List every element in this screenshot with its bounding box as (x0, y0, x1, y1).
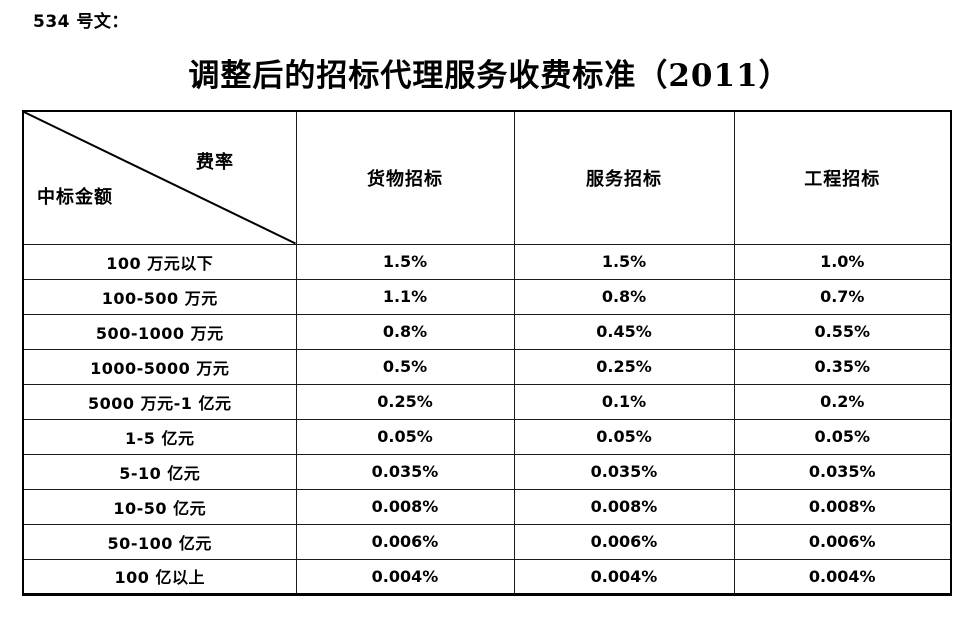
table-row: 1000-5000 万元 0.5% 0.25% 0.35% (22, 348, 952, 385)
rate-cell: 0.05% (295, 418, 515, 455)
amount-range-cell: 5-10 亿元 (22, 453, 297, 490)
rate-cell: 1.0% (733, 243, 952, 280)
rate-cell: 0.8% (513, 278, 735, 315)
rate-cell: 0.05% (733, 418, 952, 455)
rate-cell: 0.004% (513, 558, 735, 595)
rate-cell: 0.25% (295, 383, 515, 420)
rate-cell: 0.008% (733, 488, 952, 525)
amount-range-cell: 10-50 亿元 (22, 488, 297, 525)
rate-cell: 1.5% (295, 243, 515, 280)
table-row: 1-5 亿元 0.05% 0.05% 0.05% (22, 418, 952, 455)
rate-cell: 0.8% (295, 313, 515, 350)
rate-cell: 0.55% (733, 313, 952, 350)
amount-range-cell: 5000 万元-1 亿元 (22, 383, 297, 420)
amount-range-cell: 500-1000 万元 (22, 313, 297, 350)
table-row: 100-500 万元 1.1% 0.8% 0.7% (22, 278, 952, 315)
table-row: 50-100 亿元 0.006% 0.006% 0.006% (22, 523, 952, 560)
page-title: 调整后的招标代理服务收费标准（2011） (188, 58, 791, 94)
rate-cell: 0.5% (295, 348, 515, 385)
doc-ref-label: 534 号文： (33, 12, 129, 32)
corner-label-bid-amount: 中标金额 (37, 187, 113, 208)
rate-cell: 0.004% (733, 558, 952, 595)
table-row: 10-50 亿元 0.008% 0.008% 0.008% (22, 488, 952, 525)
rate-cell: 1.5% (513, 243, 735, 280)
rate-cell: 0.45% (513, 313, 735, 350)
rate-cell: 0.035% (295, 453, 515, 490)
amount-range-cell: 1-5 亿元 (22, 418, 297, 455)
table-row: 100 亿以上 0.004% 0.004% 0.004% (22, 558, 952, 595)
table-row: 5000 万元-1 亿元 0.25% 0.1% 0.2% (22, 383, 952, 420)
table-row: 500-1000 万元 0.8% 0.45% 0.55% (22, 313, 952, 350)
column-header-goods-tender: 货物招标 (295, 110, 515, 245)
rate-cell: 0.004% (295, 558, 515, 595)
rate-cell: 0.25% (513, 348, 735, 385)
rate-cell: 0.035% (733, 453, 952, 490)
table-row: 5-10 亿元 0.035% 0.035% 0.035% (22, 453, 952, 490)
rate-cell: 0.05% (513, 418, 735, 455)
amount-range-cell: 50-100 亿元 (22, 523, 297, 560)
header-row: 费率 中标金额 货物招标 服务招标 工程招标 (22, 110, 952, 245)
rate-cell: 1.1% (295, 278, 515, 315)
rate-cell: 0.006% (513, 523, 735, 560)
column-header-works-tender: 工程招标 (733, 110, 952, 245)
rate-cell: 0.006% (295, 523, 515, 560)
rate-cell: 0.1% (513, 383, 735, 420)
rate-cell: 0.7% (733, 278, 952, 315)
rate-cell: 0.35% (733, 348, 952, 385)
corner-header-cell: 费率 中标金额 (22, 110, 297, 245)
rate-cell: 0.006% (733, 523, 952, 560)
rate-cell: 0.008% (295, 488, 515, 525)
rate-cell: 0.035% (513, 453, 735, 490)
rate-cell: 0.008% (513, 488, 735, 525)
column-header-service-tender: 服务招标 (513, 110, 735, 245)
corner-label-rate: 费率 (196, 152, 234, 173)
amount-range-cell: 100 万元以下 (22, 243, 297, 280)
fee-rate-table: 费率 中标金额 货物招标 服务招标 工程招标 100 万元以下 1.5% 1.5… (22, 110, 952, 596)
amount-range-cell: 1000-5000 万元 (22, 348, 297, 385)
rate-cell: 0.2% (733, 383, 952, 420)
amount-range-cell: 100-500 万元 (22, 278, 297, 315)
amount-range-cell: 100 亿以上 (22, 558, 297, 595)
table-row: 100 万元以下 1.5% 1.5% 1.0% (22, 243, 952, 280)
diagonal-divider-line (24, 112, 295, 243)
